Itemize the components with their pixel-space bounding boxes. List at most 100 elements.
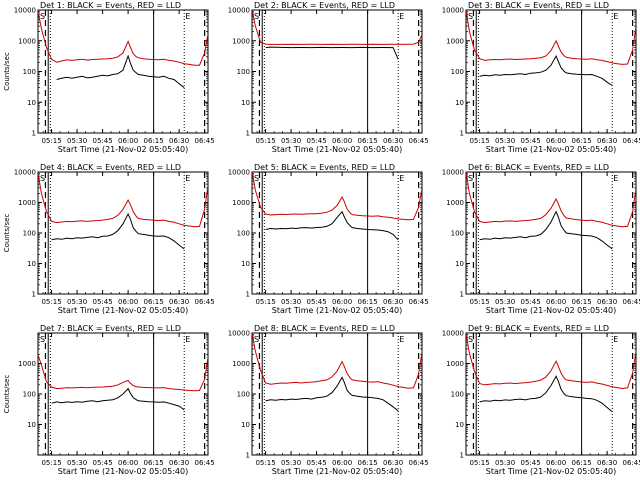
y-tick-label: 10 [241,260,250,268]
series-lld [252,11,422,45]
y-tick-label: 100 [451,391,464,399]
x-tick-label: 06:30 [169,298,189,306]
x-tick-label: 06:45 [195,298,215,306]
x-tick-label: 06:15 [144,137,164,145]
series-events [265,210,399,241]
x-tick-label: 06:00 [332,459,352,467]
y-tick-label: 1000 [18,199,36,207]
y-tick-label: 10000 [14,7,36,15]
x-tick-label: 06:00 [546,137,566,145]
x-tick-label: 06:45 [623,137,640,145]
series-events [479,54,613,86]
flag-start: S [254,335,259,344]
y-tick-label: 10000 [442,169,464,177]
x-tick-label: 05:15 [41,459,61,467]
x-axis-label: Start Time (21-Nov-02 05:05:40) [486,306,616,315]
chart-title: Det 2: BLACK = Events, RED = LLD [254,1,395,10]
x-tick-label: 05:45 [520,459,540,467]
x-tick-label: 05:45 [306,137,326,145]
chart-title: Det 8: BLACK = Events, RED = LLD [254,324,395,333]
y-tick-label: 10 [27,421,36,429]
x-tick-label: 06:30 [597,459,617,467]
plot-frame [37,9,209,134]
plot-frame [251,332,423,456]
series-events [479,375,613,413]
x-axis-label: Start Time (21-Nov-02 05:05:40) [58,145,188,154]
x-axis-label: Start Time (21-Nov-02 05:05:40) [58,306,188,315]
y-tick-label: 1 [460,130,464,138]
chart-panel-det4: Det 4: BLACK = Events, RED = LLD Start Ti… [3,163,215,315]
y-tick-label: 1 [246,130,250,138]
x-tick-label: 05:15 [469,298,489,306]
chart-panel-det7: Det 7: BLACK = Events, RED = LLD Start Ti… [3,324,215,476]
x-tick-label: 05:15 [255,298,275,306]
y-tick-label: 10000 [442,7,464,15]
flag-start: S [40,12,45,21]
flag-start: S [468,174,473,183]
flag-end: E [613,335,618,344]
chart-panel-det3: Det 3: BLACK = Events, RED = LLD Start Ti… [442,1,640,154]
y-tick-label: 10 [455,421,464,429]
y-tick-label: 10 [27,260,36,268]
chart-panel-det9: Det 9: BLACK = Events, RED = LLD Start Ti… [442,324,640,476]
y-tick-label: 100 [237,391,250,399]
y-tick-label: 10 [455,260,464,268]
x-axis-label: Start Time (21-Nov-02 05:05:40) [272,145,402,154]
x-tick-label: 05:45 [92,137,112,145]
y-axis-label: Counts/sec [3,214,11,253]
flag-start: S [468,12,473,21]
x-tick-label: 05:45 [306,298,326,306]
y-tick-label: 100 [23,391,36,399]
plot-frame [465,171,637,295]
x-tick-label: 06:30 [383,137,403,145]
flag-end: E [399,335,404,344]
y-tick-label: 10000 [228,7,250,15]
series-lld [38,12,208,66]
x-tick-label: 05:45 [306,459,326,467]
series-events [265,46,399,60]
y-tick-label: 1 [460,291,464,299]
x-tick-label: 05:30 [495,459,515,467]
x-tick-label: 06:30 [597,137,617,145]
x-tick-label: 06:00 [118,298,138,306]
flag-end: E [185,12,190,21]
x-tick-label: 05:45 [520,137,540,145]
x-tick-label: 05:30 [281,137,301,145]
y-axis-label: Counts/sec [3,52,11,91]
flag-end: E [185,174,190,183]
x-tick-label: 06:30 [597,298,617,306]
x-tick-label: 05:15 [255,137,275,145]
x-tick-label: 05:30 [281,459,301,467]
y-tick-label: 100 [23,68,36,76]
chart-title: Det 5: BLACK = Events, RED = LLD [254,163,395,172]
chart-title: Det 7: BLACK = Events, RED = LLD [40,324,181,333]
flag-start: S [468,335,473,344]
plot-frame [465,9,637,134]
series-lld [252,173,422,221]
x-tick-label: 06:30 [169,137,189,145]
x-tick-label: 06:00 [118,459,138,467]
chart-title: Det 1: BLACK = Events, RED = LLD [40,1,181,10]
x-tick-label: 06:30 [383,459,403,467]
series-events [479,210,613,250]
y-tick-label: 1 [32,291,36,299]
y-tick-label: 100 [451,68,464,76]
y-tick-label: 1000 [232,360,250,368]
x-tick-label: 05:30 [495,137,515,145]
x-tick-label: 06:00 [332,298,352,306]
flag-end: E [399,174,404,183]
y-tick-label: 1000 [446,360,464,368]
y-tick-label: 10 [241,99,250,107]
y-tick-label: 1 [246,452,250,460]
series-lld [466,173,636,228]
y-tick-label: 10000 [14,169,36,177]
y-tick-label: 100 [451,230,464,238]
x-tick-label: 05:15 [41,137,61,145]
y-tick-label: 10000 [442,330,464,338]
plot-frame [251,171,423,295]
x-tick-label: 05:30 [67,137,87,145]
series-events [51,212,185,250]
series-lld [38,174,208,228]
x-tick-label: 06:45 [195,459,215,467]
x-tick-label: 05:45 [92,298,112,306]
